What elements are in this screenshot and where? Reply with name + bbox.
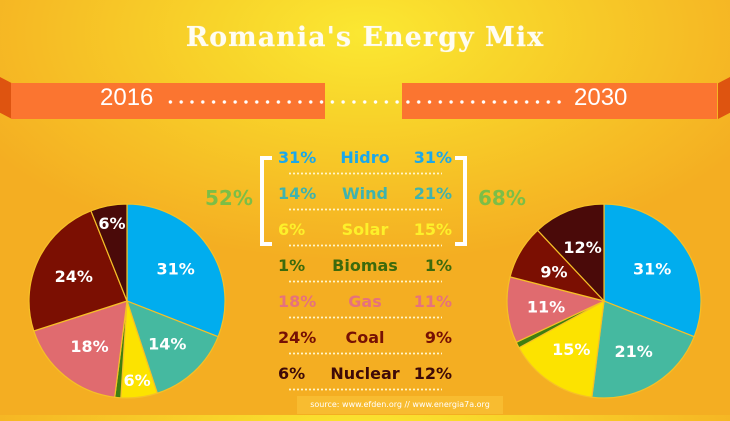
- source-label: Nuclear: [330, 364, 400, 383]
- renewables-total-2030: 68%: [478, 186, 526, 210]
- chart-title: Romania's Energy Mix: [185, 22, 545, 53]
- slice-label: 21%: [614, 342, 652, 361]
- source-label: Solar: [341, 220, 389, 239]
- value-2016: 14%: [278, 184, 317, 203]
- value-2030: 9%: [424, 328, 452, 347]
- slice-label: 6%: [98, 214, 125, 233]
- pie-slice-nuclear: [90, 203, 128, 302]
- table-row: 6% Nuclear 12%: [270, 362, 460, 398]
- slice-label: 18%: [70, 337, 108, 356]
- value-2016: 6%: [278, 220, 306, 239]
- slice-label: 9%: [540, 262, 567, 281]
- value-2030: 1%: [424, 256, 452, 275]
- right-bracket: [455, 156, 467, 246]
- value-2016: 6%: [278, 364, 306, 383]
- renewables-total-2016: 52%: [205, 186, 253, 210]
- pie-slice-gas: [33, 300, 128, 398]
- left-band-fold: [0, 77, 12, 119]
- slice-label: 12%: [563, 238, 601, 257]
- source-note: source: www.efden.org // www.energia7a.o…: [297, 396, 503, 414]
- row-divider: [288, 316, 442, 319]
- pie-chart-2030: 31% 21% 15% 11% 9% 12%: [506, 203, 702, 399]
- value-2030: 12%: [413, 364, 452, 383]
- value-2016: 18%: [278, 292, 317, 311]
- pie-slice-hidro: [603, 203, 702, 338]
- table-row: 18% Gas 11%: [270, 290, 460, 326]
- slice-label: 14%: [148, 334, 186, 353]
- left-bracket: [260, 156, 272, 246]
- source-label: Wind: [342, 184, 388, 203]
- row-divider: [288, 352, 442, 355]
- table-row: 6% Solar 15%: [270, 218, 460, 254]
- source-label: Gas: [348, 292, 382, 311]
- row-divider: [288, 280, 442, 283]
- pie-slice-nuclear: [536, 203, 605, 303]
- year-label-2030: 2030: [574, 84, 628, 111]
- table-row: 1% Biomas 1%: [270, 254, 460, 290]
- value-2030: 15%: [413, 220, 452, 239]
- value-2030: 21%: [413, 184, 452, 203]
- pie-slice-solar: [518, 299, 605, 398]
- energy-table: 31% Hidro 31% 14% Wind 21% 6% Solar 15% 1% Biomas 1…: [270, 146, 460, 398]
- slice-label: 15%: [552, 340, 590, 359]
- timeline-dots: [165, 100, 565, 104]
- slice-label: 24%: [55, 267, 93, 286]
- row-divider: [288, 388, 442, 391]
- source-label: Hidro: [340, 148, 390, 167]
- table-row: 31% Hidro 31%: [270, 146, 460, 182]
- value-2016: 24%: [278, 328, 317, 347]
- slice-label: 31%: [633, 259, 671, 278]
- year-label-2016: 2016: [100, 84, 154, 111]
- row-divider: [288, 208, 442, 211]
- value-2030: 31%: [413, 148, 452, 167]
- table-row: 24% Coal 9%: [270, 326, 460, 362]
- slice-label: 11%: [527, 297, 565, 316]
- pie-slice-gas: [506, 276, 606, 344]
- right-band-fold: [718, 77, 730, 119]
- value-2030: 11%: [413, 292, 452, 311]
- table-row: 14% Wind 21%: [270, 182, 460, 218]
- pie-slice-wind: [591, 300, 695, 399]
- slice-label: 6%: [123, 371, 150, 390]
- source-label: Coal: [345, 328, 385, 347]
- slice-label: 31%: [156, 259, 194, 278]
- value-2016: 31%: [278, 148, 317, 167]
- pie-chart-2016: 31% 14% 6% 18% 24% 6%: [28, 203, 226, 399]
- value-2016: 1%: [278, 256, 306, 275]
- source-label: Biomas: [332, 256, 398, 275]
- pie-slice-hidro: [126, 203, 226, 338]
- row-divider: [288, 244, 442, 247]
- row-divider: [288, 172, 442, 175]
